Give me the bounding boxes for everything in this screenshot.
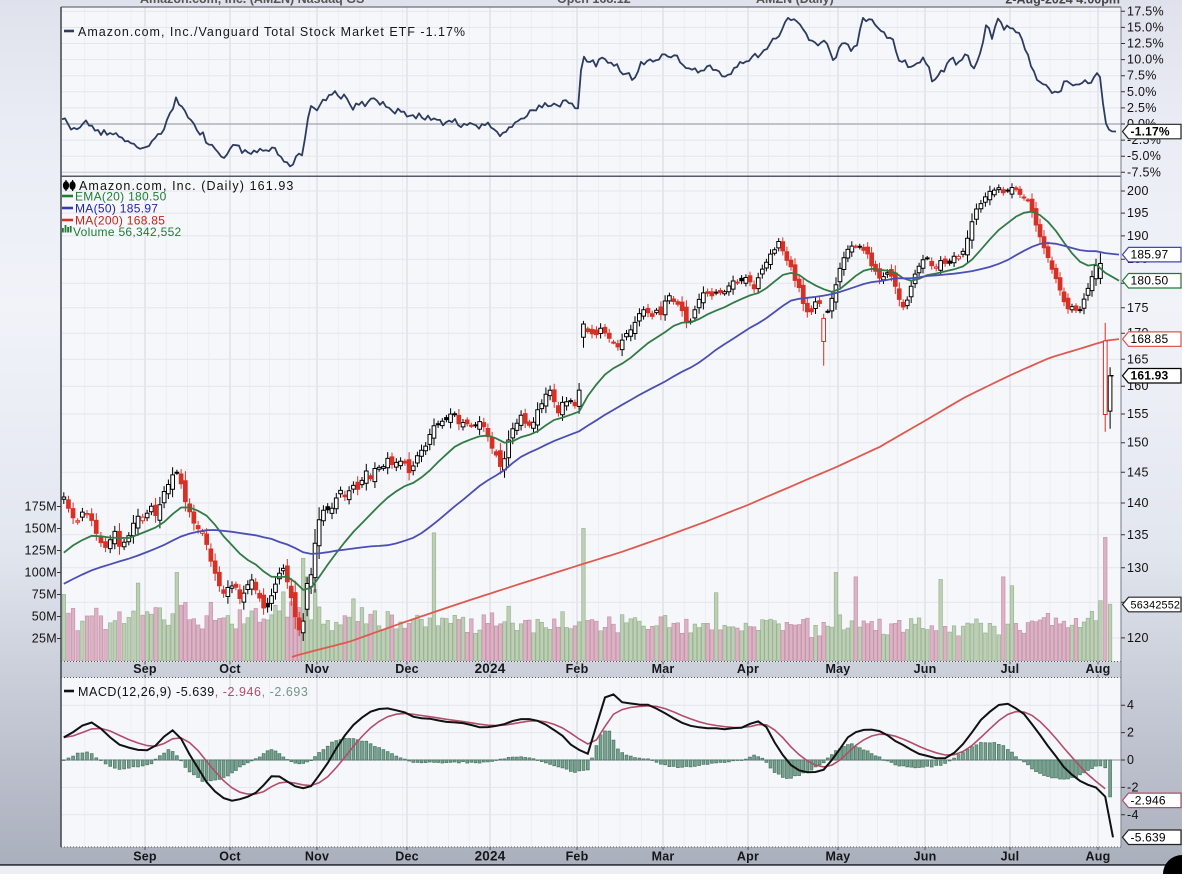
svg-text:Sep: Sep	[133, 850, 157, 864]
svg-text:-5.0%: -5.0%	[1127, 149, 1161, 163]
svg-text:190: 190	[1127, 229, 1149, 243]
svg-text:150M: 150M	[25, 522, 57, 536]
svg-text:140: 140	[1127, 496, 1149, 510]
svg-text:10.0%: 10.0%	[1127, 53, 1164, 67]
svg-text:Mar: Mar	[652, 662, 675, 676]
svg-text:-5.639: -5.639	[1131, 830, 1166, 844]
svg-text:Amazon.com, Inc. (AMZN) Nasdaq: Amazon.com, Inc. (AMZN) Nasdaq GS	[140, 0, 364, 6]
svg-text:185.97: 185.97	[1131, 248, 1169, 262]
svg-text:0: 0	[1127, 753, 1134, 767]
svg-text:Jul: Jul	[1001, 850, 1020, 864]
svg-text:50M: 50M	[32, 610, 57, 624]
svg-text:May: May	[826, 850, 851, 864]
svg-text:-2: -2	[1127, 780, 1139, 794]
svg-text:Jul: Jul	[1001, 662, 1020, 676]
svg-text:150: 150	[1127, 436, 1149, 450]
svg-text:155: 155	[1127, 407, 1149, 421]
svg-text:-7.5%: -7.5%	[1127, 165, 1161, 179]
svg-text:195: 195	[1127, 206, 1149, 220]
svg-text:Aug: Aug	[1086, 850, 1111, 864]
svg-text:135: 135	[1127, 528, 1149, 542]
svg-text:5.0%: 5.0%	[1127, 85, 1157, 99]
svg-text:2024: 2024	[475, 661, 506, 676]
svg-text:2.5%: 2.5%	[1127, 101, 1157, 115]
svg-text:180.50: 180.50	[1131, 274, 1169, 288]
svg-text:EMA(20) 180.50: EMA(20) 180.50	[75, 190, 167, 204]
svg-text:25M: 25M	[32, 632, 57, 646]
svg-text:120: 120	[1127, 631, 1149, 645]
svg-text:Feb: Feb	[566, 662, 589, 676]
svg-text:-2.946: -2.946	[1131, 793, 1166, 807]
svg-text:56342552: 56342552	[1131, 600, 1181, 612]
svg-text:MA(200) 168.85: MA(200) 168.85	[75, 214, 165, 228]
svg-text:Oct: Oct	[219, 850, 241, 864]
svg-text:Feb: Feb	[566, 850, 589, 864]
svg-text:Nov: Nov	[305, 662, 329, 676]
svg-text:4: 4	[1127, 698, 1134, 712]
svg-text:Sep: Sep	[133, 662, 157, 676]
svg-text:161.93: 161.93	[1131, 369, 1169, 383]
svg-text:Amazon.com, Inc. (Daily) 161.9: Amazon.com, Inc. (Daily) 161.93	[79, 179, 294, 193]
svg-text:Amazon.com, Inc./Vanguard Tota: Amazon.com, Inc./Vanguard Total Stock Ma…	[78, 25, 466, 39]
svg-text:165: 165	[1127, 352, 1149, 366]
svg-text:2-Aug-2024 4:00pm: 2-Aug-2024 4:00pm	[1005, 0, 1120, 7]
svg-text:175M: 175M	[25, 500, 57, 514]
svg-text:Dec: Dec	[395, 850, 419, 864]
svg-text:12.5%: 12.5%	[1127, 37, 1164, 51]
svg-text:15.0%: 15.0%	[1127, 20, 1164, 34]
svg-text:2024: 2024	[475, 849, 506, 864]
svg-text:May: May	[826, 662, 851, 676]
svg-text:AMZN (Daily): AMZN (Daily)	[756, 0, 834, 6]
svg-text:17.5%: 17.5%	[1127, 4, 1164, 18]
svg-text:130: 130	[1127, 561, 1149, 575]
svg-text:MA(50) 185.97: MA(50) 185.97	[75, 202, 158, 216]
svg-text:Oct: Oct	[219, 662, 241, 676]
svg-text:Volume 56,342,552: Volume 56,342,552	[73, 225, 182, 239]
svg-text:Apr: Apr	[737, 662, 759, 676]
svg-text:145: 145	[1127, 465, 1149, 479]
svg-text:2: 2	[1127, 726, 1134, 740]
svg-text:Jun: Jun	[914, 662, 937, 676]
svg-text:Dec: Dec	[395, 662, 419, 676]
svg-text:MACD(12,26,9) -5.639, -2.946,: MACD(12,26,9) -5.639, -2.946, -2.693	[78, 685, 308, 699]
svg-text:200: 200	[1127, 184, 1149, 198]
svg-text:-4: -4	[1127, 808, 1139, 822]
svg-text:168.85: 168.85	[1131, 332, 1169, 346]
svg-text:Nov: Nov	[305, 850, 329, 864]
svg-text:Jun: Jun	[914, 850, 937, 864]
svg-text:Open 168.12: Open 168.12	[557, 0, 631, 6]
svg-text:Mar: Mar	[652, 850, 675, 864]
svg-text:125M: 125M	[25, 544, 57, 558]
svg-text:7.5%: 7.5%	[1127, 69, 1157, 83]
svg-text:100M: 100M	[25, 566, 57, 580]
svg-text:-1.17%: -1.17%	[1131, 125, 1170, 139]
svg-text:175: 175	[1127, 301, 1149, 315]
svg-text:Apr: Apr	[737, 850, 759, 864]
svg-text:Aug: Aug	[1086, 662, 1111, 676]
svg-text:75M: 75M	[32, 588, 57, 602]
